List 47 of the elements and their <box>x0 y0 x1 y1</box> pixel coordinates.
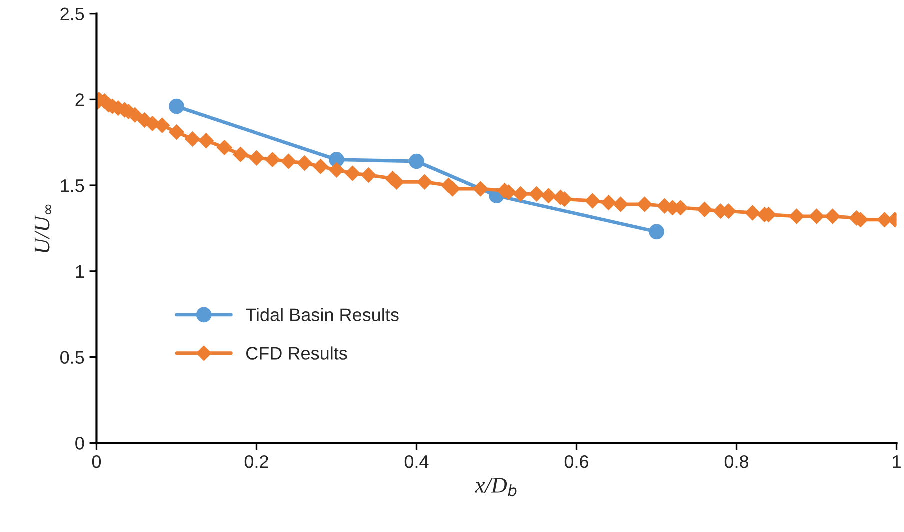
x-tick-label: 0 <box>92 455 102 468</box>
legend-label: Tidal Basin Results <box>246 308 399 322</box>
point <box>249 150 264 166</box>
point <box>417 174 432 190</box>
point <box>329 162 344 178</box>
y-tick-label: 1 <box>76 266 84 278</box>
y-tick-label: 1.5 <box>61 180 84 192</box>
point <box>529 186 544 202</box>
legend-label: CFD Results <box>246 346 348 360</box>
x-tick-label: 0.8 <box>724 455 749 468</box>
x-axis-title: x/D$_{b}$ <box>475 478 517 497</box>
x-tick-label: 0.4 <box>404 455 429 468</box>
point <box>185 132 200 147</box>
point <box>513 186 528 202</box>
point <box>697 202 712 218</box>
point <box>345 166 360 182</box>
y-axis-title: U/U$_{∞}$ <box>34 204 52 253</box>
point <box>585 193 600 209</box>
point <box>541 188 556 204</box>
point <box>409 154 424 170</box>
point <box>154 118 170 134</box>
y-tick-label: 0.5 <box>60 351 84 364</box>
y-tick-label: 2 <box>76 94 84 106</box>
point <box>649 224 664 240</box>
point <box>281 154 296 170</box>
point <box>297 156 312 171</box>
point <box>233 147 248 162</box>
point <box>601 195 616 210</box>
point <box>265 152 280 168</box>
x-tick-label: 0.2 <box>244 455 268 468</box>
point <box>809 208 824 224</box>
point <box>313 159 328 174</box>
point <box>825 208 840 224</box>
point <box>361 168 376 183</box>
y-tick-label: 2.5 <box>60 8 84 21</box>
x-tick-label: 1 <box>893 456 901 468</box>
y-tick-label: 0 <box>76 437 84 450</box>
point <box>473 181 488 197</box>
point <box>745 205 760 221</box>
point <box>789 208 804 224</box>
point <box>637 196 652 212</box>
x-tick-label: 0.6 <box>564 455 589 468</box>
point <box>613 196 628 212</box>
point <box>169 98 184 114</box>
point <box>217 140 232 156</box>
point <box>169 124 184 140</box>
point <box>198 133 214 148</box>
